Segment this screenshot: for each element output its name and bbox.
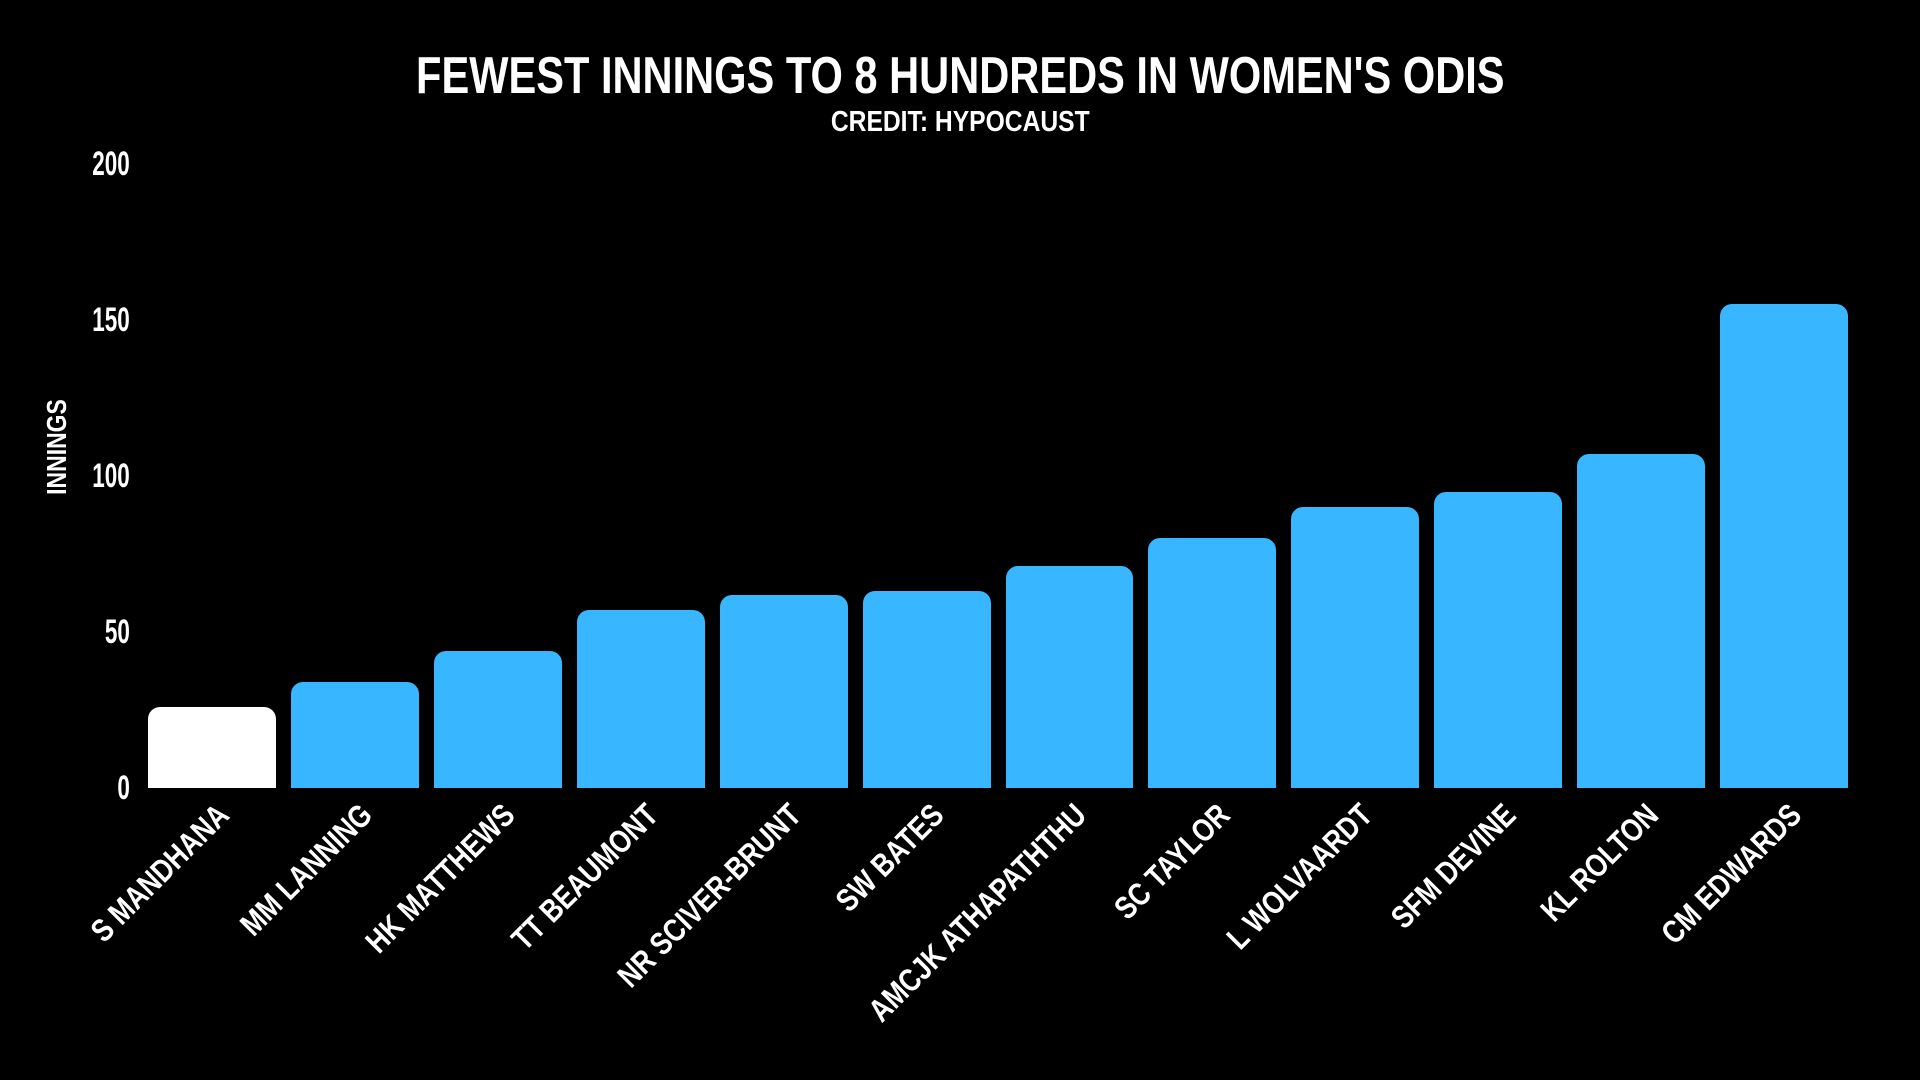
- chart-subtitle: CREDIT: HYPOCAUST: [0, 104, 1920, 140]
- bar-hk-matthews: HK MATTHEWS: [359, 650, 562, 960]
- bar-mm-lanning: MM LANNING: [233, 681, 419, 943]
- y-tick-label-50: 50: [20, 614, 130, 650]
- x-tick-label-sw-bates: SW BATES: [828, 796, 951, 919]
- chart-title: FEWEST INNINGS TO 8 HUNDREDS IN WOMEN'S …: [0, 46, 1920, 106]
- bar-amcjk-athapaththu: AMCJK ATHAPATHTHU: [862, 566, 1134, 1029]
- chart-subtitle-text: CREDIT: HYPOCAUST: [830, 106, 1090, 138]
- y-tick-label-150: 150: [20, 302, 130, 338]
- bar-kl-rolton: KL ROLTON: [1534, 454, 1706, 928]
- bar-cm-edwards: CM EDWARDS: [1654, 304, 1849, 951]
- x-tick-label-sc-taylor: SC TAYLOR: [1106, 796, 1237, 927]
- plot-area: S MANDHANA MM LANNING HK MATTHEWS TT BEAUMO…: [84, 164, 1849, 1029]
- y-tick-text: 100: [92, 457, 130, 495]
- bar-s-mandhana: S MANDHANA: [84, 706, 276, 949]
- y-tick-text: 200: [92, 145, 130, 183]
- y-tick-text: 50: [105, 613, 130, 651]
- y-tick-label-200: 200: [20, 146, 130, 182]
- y-tick-text: 150: [92, 301, 130, 339]
- x-tick-label-hk-matthews: HK MATTHEWS: [358, 796, 522, 960]
- y-tick-label-0: 0: [20, 770, 130, 806]
- x-tick-label-tt-beaumont: TT BEAUMONT: [504, 796, 665, 958]
- bar-sw-bates: SW BATES: [829, 591, 991, 919]
- bar-nr-sciver-brunt: NR SCIVER-BRUNT: [610, 594, 848, 994]
- x-tick-label-cm-edwards: CM EDWARDS: [1653, 796, 1809, 951]
- y-tick-text: 0: [117, 769, 130, 807]
- x-tick-label-kl-rolton: KL ROLTON: [1533, 796, 1666, 929]
- y-tick-label-100: 100: [20, 458, 130, 494]
- chart-title-text: FEWEST INNINGS TO 8 HUNDREDS IN WOMEN'S …: [415, 47, 1505, 105]
- x-tick-label-l-wolvaardt: L WOLVAARDT: [1219, 796, 1380, 957]
- x-tick-label-mm-lanning: MM LANNING: [232, 796, 379, 943]
- bar-sc-taylor: SC TAYLOR: [1107, 538, 1277, 926]
- bar-sfm-devine: SFM DEVINE: [1383, 491, 1563, 935]
- x-tick-label-sfm-devine: SFM DEVINE: [1383, 796, 1523, 936]
- bar-l-wolvaardt: L WOLVAARDT: [1220, 507, 1420, 956]
- bar-tt-beaumont: TT BEAUMONT: [504, 610, 705, 957]
- x-tick-label-s-mandhana: S MANDHANA: [83, 796, 236, 949]
